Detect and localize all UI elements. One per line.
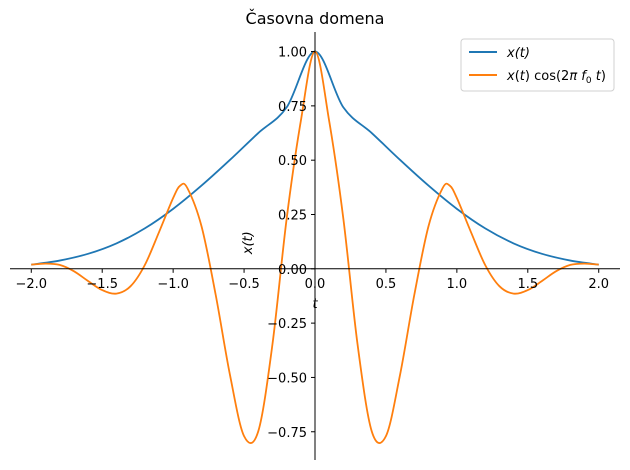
legend-label-x: x(t) xyxy=(506,46,530,61)
y-tick-label: −0.50 xyxy=(267,371,307,386)
x-tick-label: −2.0 xyxy=(15,277,47,292)
chart-title: Časovna domena xyxy=(246,9,385,28)
x-tick-label: 0.5 xyxy=(376,277,397,292)
x-tick-label: 1.0 xyxy=(447,277,468,292)
y-tick-label: 0.25 xyxy=(278,208,307,223)
legend-box xyxy=(460,38,615,92)
x-tick-label: 1.5 xyxy=(517,277,538,292)
x-tick-label: −0.5 xyxy=(228,277,260,292)
x-tick-label: 2.0 xyxy=(588,277,609,292)
x-axis-label: t xyxy=(312,297,318,312)
y-tick-label: −0.75 xyxy=(267,426,307,441)
y-tick-label: 0.50 xyxy=(278,154,307,169)
y-axis-label: x(t) xyxy=(241,231,256,255)
x-tick-label: −1.5 xyxy=(86,277,118,292)
y-tick-label: 0.75 xyxy=(278,100,307,115)
y-tick-label: 1.00 xyxy=(278,46,307,61)
y-tick-label: 0.00 xyxy=(278,263,307,278)
legend-label-modulated: x(t) cos(2π f0 t) xyxy=(506,69,606,86)
x-tick-label: −1.0 xyxy=(157,277,189,292)
legend: x(t) x(t) cos(2π f0 t) xyxy=(460,38,615,92)
x-tick-label: 0.0 xyxy=(305,277,326,292)
y-tick-label: −0.25 xyxy=(267,317,307,332)
tick-layer: −2.0 −1.5 −1.0 −0.5 0.0 0.5 1.0 1.5 2.0 −0.75 −0.5… xyxy=(15,46,609,441)
